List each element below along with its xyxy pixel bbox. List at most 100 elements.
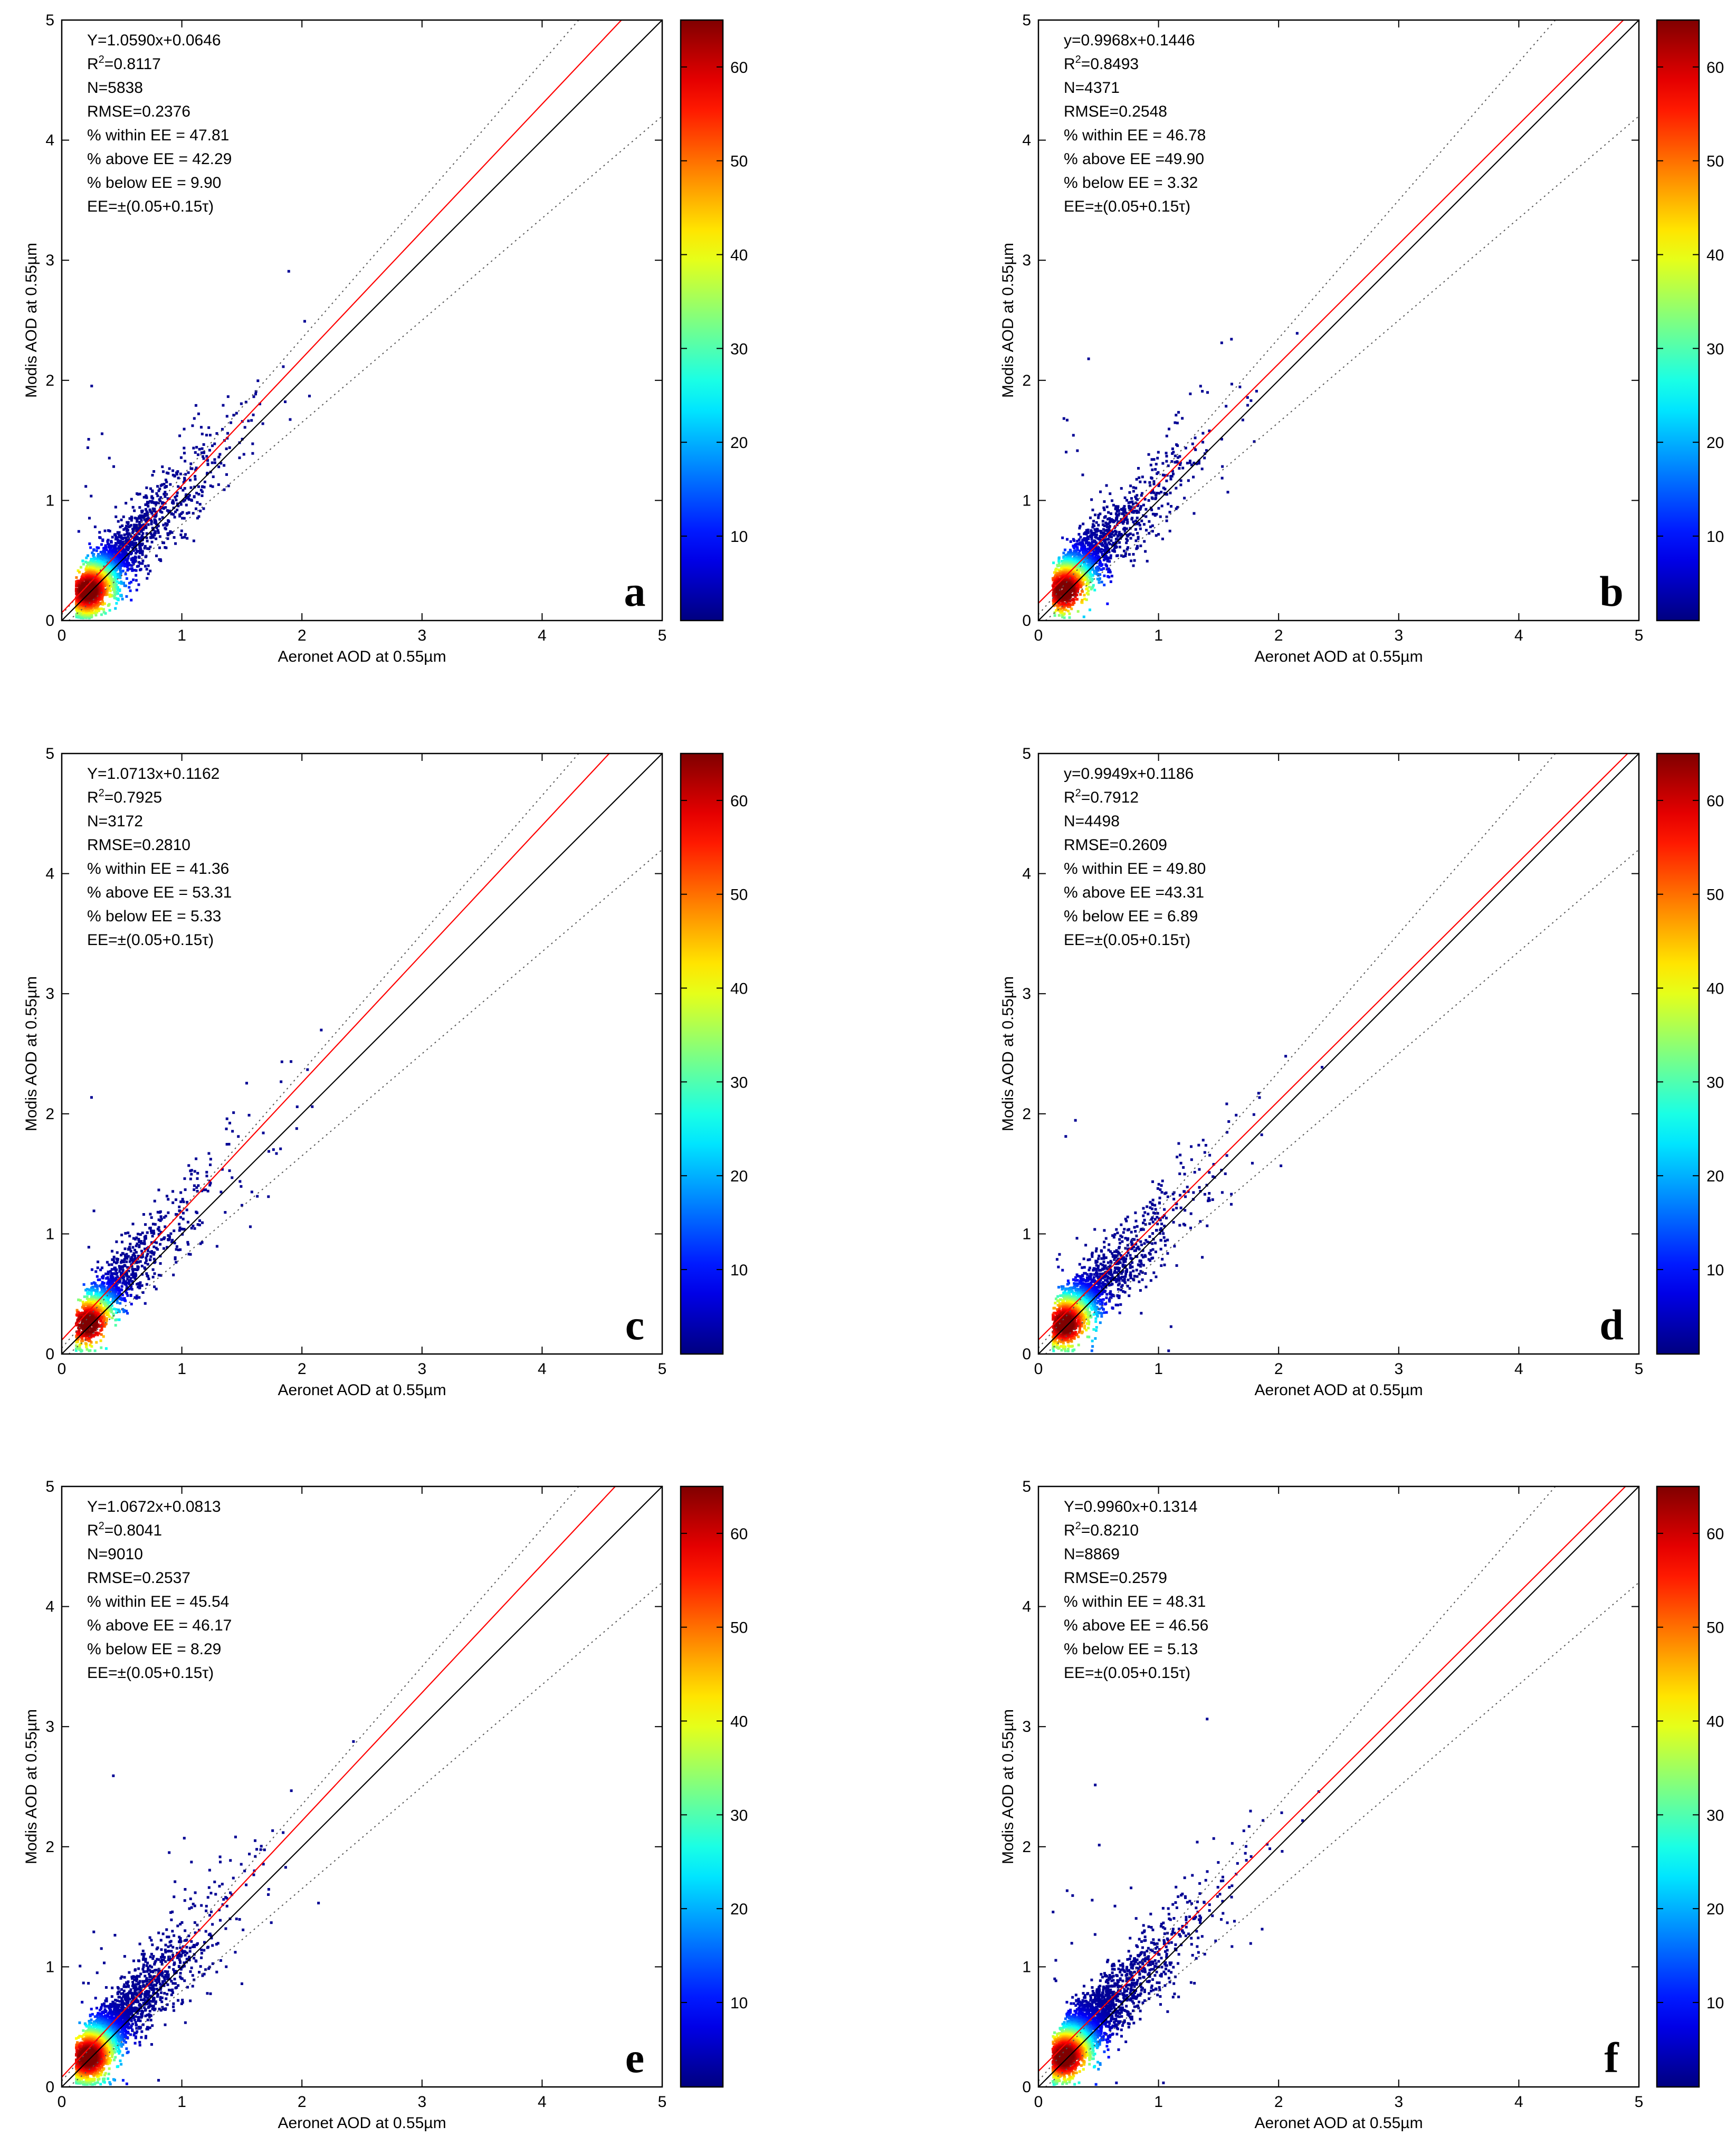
data-point xyxy=(1132,533,1135,537)
data-point xyxy=(113,596,116,599)
stats-block: y=0.9968x+0.1446R2=0.8493N=4371RMSE=0.25… xyxy=(1064,32,1206,215)
data-point xyxy=(251,442,254,445)
data-point xyxy=(188,494,191,497)
data-point xyxy=(1124,554,1127,557)
data-point xyxy=(1161,462,1165,465)
data-point xyxy=(1138,476,1141,479)
data-point xyxy=(167,520,170,523)
data-point xyxy=(284,400,287,403)
data-point xyxy=(180,536,184,539)
data-point xyxy=(1148,520,1151,523)
data-point xyxy=(109,546,112,549)
data-point xyxy=(171,499,175,502)
data-point xyxy=(137,493,140,496)
data-point xyxy=(184,533,187,536)
colorbar-gradient xyxy=(1656,19,1700,622)
data-point xyxy=(1085,587,1088,590)
colorbar-gradient xyxy=(680,19,724,622)
data-point xyxy=(206,472,209,475)
data-point xyxy=(1111,531,1114,534)
data-point xyxy=(1073,547,1076,550)
colorbar-tick-label: 50 xyxy=(730,153,748,170)
data-point xyxy=(88,542,91,546)
data-point xyxy=(130,564,133,567)
stats-line: R2=0.8493 xyxy=(1064,54,1139,73)
data-point xyxy=(1138,523,1141,527)
data-point xyxy=(186,1220,189,1224)
data-point xyxy=(114,542,117,545)
data-point xyxy=(1093,528,1096,531)
data-point xyxy=(122,559,126,562)
data-point xyxy=(184,460,187,463)
data-point xyxy=(1188,460,1191,463)
colorbar-tick-label: 40 xyxy=(730,247,748,264)
data-point xyxy=(1084,548,1087,551)
data-point xyxy=(140,534,144,537)
data-point xyxy=(1110,532,1113,536)
data-point xyxy=(1110,518,1113,521)
data-point xyxy=(130,516,133,519)
data-point xyxy=(151,1268,155,1271)
data-point xyxy=(147,564,150,567)
data-point xyxy=(199,1242,202,1245)
data-point xyxy=(142,495,146,499)
data-point xyxy=(77,569,80,572)
data-point xyxy=(156,529,159,532)
data-point xyxy=(1103,574,1106,577)
data-point xyxy=(1163,488,1167,491)
data-point xyxy=(100,432,103,435)
data-point xyxy=(1089,608,1092,612)
data-point xyxy=(115,561,118,564)
data-point xyxy=(177,1248,180,1252)
data-point xyxy=(175,473,178,476)
data-point xyxy=(141,562,144,565)
data-point xyxy=(1074,543,1077,547)
data-point xyxy=(1169,478,1172,481)
data-point xyxy=(1155,513,1158,516)
data-point xyxy=(1157,451,1160,454)
data-point xyxy=(1208,430,1211,433)
data-point xyxy=(195,1157,198,1160)
data-point xyxy=(1078,527,1081,530)
data-point xyxy=(203,480,206,483)
data-point xyxy=(1159,515,1162,518)
data-point xyxy=(1129,537,1132,540)
data-point xyxy=(197,515,201,518)
data-point xyxy=(250,1190,253,1194)
data-point xyxy=(149,500,152,503)
data-point xyxy=(158,546,161,549)
data-point xyxy=(198,1219,201,1222)
data-point xyxy=(1157,533,1160,536)
data-point xyxy=(100,543,103,546)
data-point xyxy=(107,529,110,532)
data-point xyxy=(161,506,165,509)
data-point xyxy=(100,607,103,611)
data-point xyxy=(1081,571,1084,575)
data-point xyxy=(125,552,128,555)
data-point xyxy=(1132,552,1135,556)
data-point xyxy=(201,494,204,497)
data-point xyxy=(115,573,118,576)
data-point xyxy=(1167,464,1170,468)
data-point xyxy=(1154,497,1157,500)
y-tick-label: 3 xyxy=(45,252,54,269)
data-point xyxy=(232,1111,235,1114)
data-point xyxy=(132,526,136,529)
data-point xyxy=(1061,536,1064,539)
data-point xyxy=(194,478,197,481)
data-point xyxy=(156,1248,159,1251)
data-point xyxy=(1077,553,1080,556)
data-point xyxy=(1053,611,1056,614)
data-point xyxy=(1076,560,1079,563)
data-point xyxy=(107,546,110,549)
data-point xyxy=(155,537,158,540)
data-point xyxy=(201,1241,204,1244)
data-point xyxy=(175,1248,178,1251)
data-point xyxy=(1063,548,1066,551)
panel-label: a xyxy=(624,567,646,615)
data-point xyxy=(262,1131,265,1134)
data-point xyxy=(126,548,129,551)
data-point xyxy=(168,1235,171,1238)
data-point xyxy=(1099,512,1102,516)
data-point xyxy=(119,568,122,571)
